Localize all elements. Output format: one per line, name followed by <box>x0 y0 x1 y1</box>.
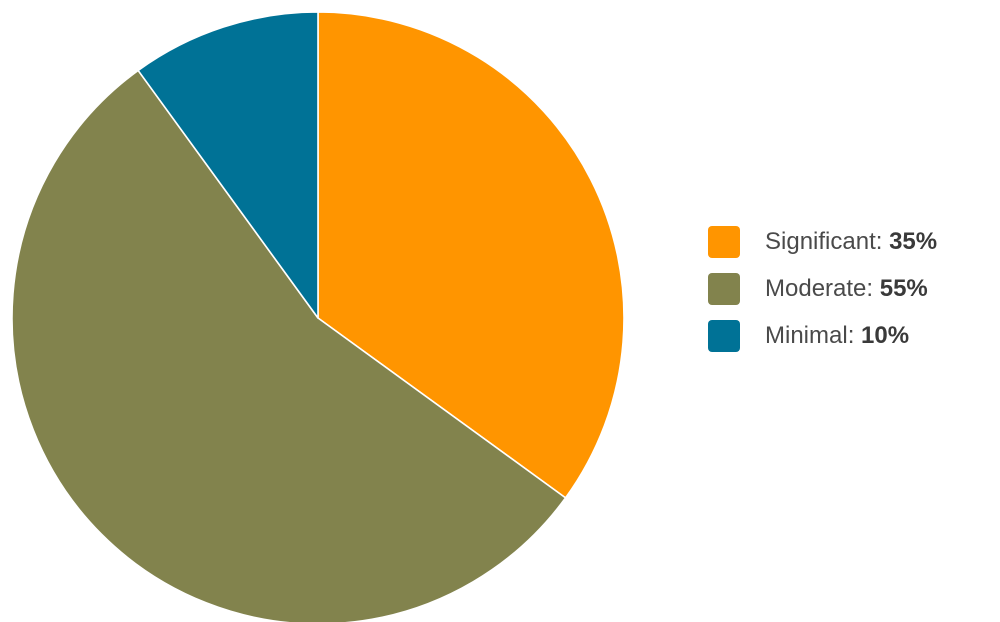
legend-separator: : <box>866 275 880 302</box>
legend-separator: : <box>847 322 862 349</box>
pie-slice-significant <box>317 11 625 499</box>
legend-separator: : <box>875 228 890 255</box>
legend-item-moderate: Moderate: 55% <box>708 273 1000 305</box>
legend-swatch-significant <box>708 226 740 258</box>
pie-slice-minimal <box>137 11 319 319</box>
legend-swatch-moderate <box>708 273 740 305</box>
legend-label-significant: Significant <box>765 228 876 255</box>
legend-text-moderate: Moderate: 55% <box>765 273 928 305</box>
chart-legend: Significant: 35% Moderate: 55% Minimal: … <box>708 226 1000 367</box>
legend-text-significant: Significant: 35% <box>765 226 937 258</box>
legend-label-minimal: Minimal <box>765 322 848 349</box>
legend-text-minimal: Minimal: 10% <box>765 320 909 352</box>
legend-label-moderate: Moderate <box>765 275 867 302</box>
legend-swatch-minimal <box>708 320 740 352</box>
legend-item-significant: Significant: 35% <box>708 226 1000 258</box>
legend-item-minimal: Minimal: 10% <box>708 320 1000 352</box>
legend-value-minimal: 10% <box>861 322 910 349</box>
legend-value-significant: 35% <box>889 228 938 255</box>
pie-slice-moderate <box>11 69 567 622</box>
legend-value-moderate: 55% <box>879 275 928 302</box>
